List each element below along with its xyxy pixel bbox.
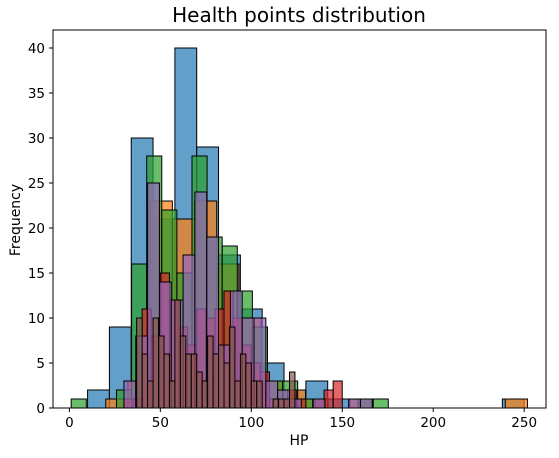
hist-bar-series-5-bin-19 [239,353,247,409]
axes-layer: 0 50 100 150 200 250 0 5 10 15 20 25 30 35 40 [28,29,547,431]
bars-layer [70,47,528,409]
hist-bar-series-5-bin-6 [168,380,176,409]
hist-bar-series-5-bin-12 [201,380,209,409]
hist-bar-series-1-bin-18 [504,398,528,409]
hist-bar-series-5-bin-15 [218,344,225,409]
y-tick-label-7: 35 [28,86,45,102]
x-tick-label-0: 0 [65,415,74,431]
x-tick-label-3: 150 [329,415,355,431]
hist-bar-series-4-bin-16 [312,398,326,409]
hist-bar-series-4-bin-19 [348,398,361,409]
plot-frame [52,29,547,409]
y-tick-label-5: 25 [28,176,45,192]
x-axis-label: HP [290,433,309,449]
hist-bar-series-5-bin-3 [152,317,160,409]
hist-bar-series-5-bin-22 [256,380,263,409]
y-tick-label-6: 30 [28,131,45,147]
hist-bar-series-5-bin-0 [136,317,143,409]
hist-bar-series-5-bin-18 [234,380,241,409]
hist-bar-series-5-bin-7 [174,299,181,409]
hist-bar-series-5-bin-11 [196,371,203,409]
hist-bar-series-2-bin-20 [372,398,389,409]
hist-bar-series-5-bin-9 [185,353,192,409]
hist-bar-series-4-bin-20 [359,398,373,409]
y-tick-label-4: 20 [28,221,45,237]
hist-bar-series-5-bin-26 [278,398,285,409]
y-tick-label-0: 0 [36,401,45,417]
chart-title: Health points distribution [172,3,426,27]
x-tick-label-2: 100 [238,415,264,431]
hist-bar-series-5-bin-17 [228,326,236,409]
hist-bar-series-5-bin-25 [272,398,280,409]
x-tick-label-5: 250 [511,415,537,431]
hist-bar-series-5-bin-20 [245,362,252,409]
x-tick-label-4: 200 [420,415,446,431]
hist-bar-series-5-bin-28 [288,371,296,409]
hist-bar-series-5-bin-8 [179,335,187,409]
hist-bar-series-5-bin-5 [163,353,170,409]
x-tick-label-1: 50 [152,415,169,431]
hist-bar-series-5-bin-2 [147,380,154,409]
hist-bar-series-5-bin-14 [212,353,220,409]
hist-bar-series-5-bin-16 [223,362,230,409]
y-tick-label-8: 40 [28,41,45,57]
hist-bar-series-5-bin-1 [141,353,149,409]
hist-bar-series-5-bin-4 [158,335,165,409]
hist-bar-series-5-bin-21 [250,380,258,409]
y-axis-label: Frequency [8,184,24,256]
y-tick-label-3: 15 [28,266,45,282]
hist-bar-series-4-bin-0 [123,380,137,409]
hist-bar-series-3-bin-23 [332,380,343,409]
hist-bar-series-2-bin-0 [70,398,87,409]
y-tick-label-1: 5 [36,356,45,372]
hist-bar-series-5-bin-27 [283,398,290,409]
hist-bar-series-5-bin-10 [190,353,198,409]
hist-bar-series-5-bin-13 [207,335,214,409]
y-tick-label-2: 10 [28,311,45,327]
